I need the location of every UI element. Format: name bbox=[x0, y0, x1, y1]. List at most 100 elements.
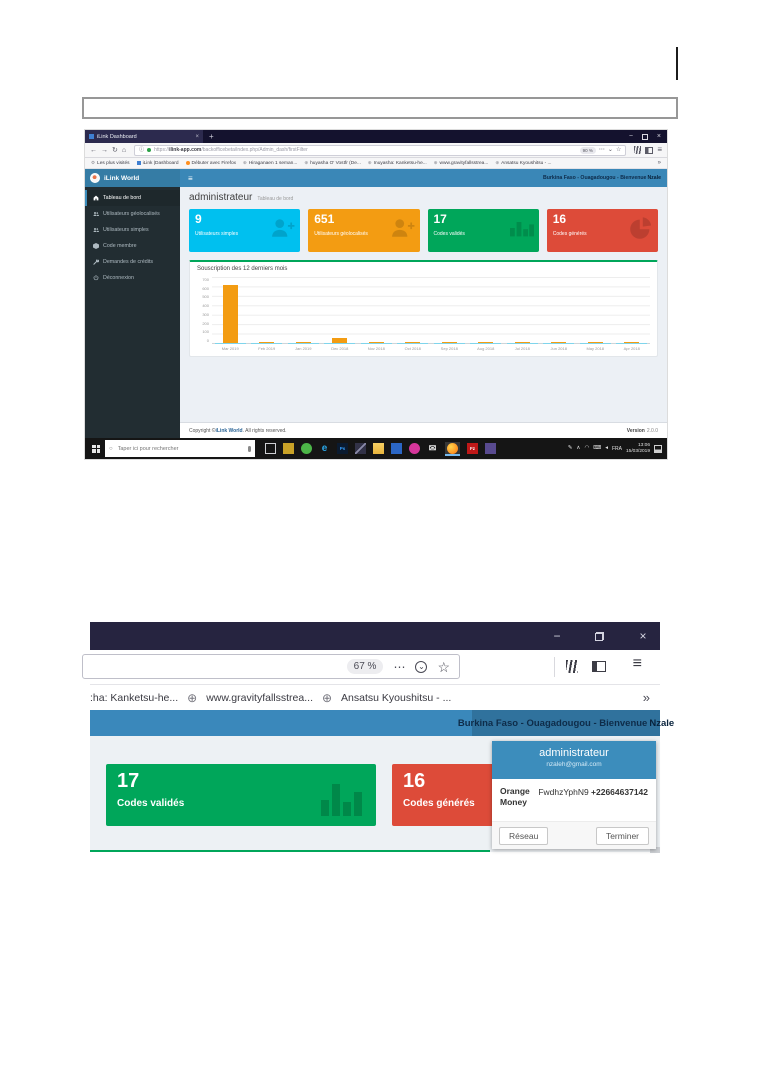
taskbar-clock[interactable]: 13:06 15/03/2019 bbox=[625, 442, 650, 454]
filezilla-icon[interactable]: Fz bbox=[467, 443, 478, 454]
restore-icon[interactable] bbox=[584, 622, 614, 650]
bookmarks-overflow-icon[interactable]: » bbox=[642, 690, 650, 705]
finish-button[interactable]: Terminer bbox=[595, 826, 649, 845]
chart-line-segment bbox=[579, 342, 611, 344]
bookmark-ansatsu[interactable]: ⊕ Ansatsu Kyoushitsu - ... bbox=[495, 159, 552, 166]
sidebar-toggle-icon[interactable] bbox=[645, 146, 654, 154]
bookmarks-overflow-icon[interactable]: » bbox=[657, 160, 661, 166]
pen-icon[interactable]: ✎ bbox=[567, 444, 573, 451]
library-icon[interactable] bbox=[566, 660, 578, 673]
welcome-text[interactable]: Burkina Faso - Ouagadougou - Bienvenue N… bbox=[458, 710, 674, 736]
store-icon[interactable] bbox=[283, 443, 294, 454]
microphone-icon[interactable] bbox=[248, 445, 251, 452]
close-icon[interactable]: × bbox=[639, 629, 647, 643]
page-actions-icon[interactable]: ⋯ bbox=[598, 147, 605, 153]
footer-brand-link[interactable]: iLink World bbox=[215, 427, 243, 434]
show-hidden-icons[interactable]: ∧ bbox=[576, 444, 581, 451]
bookmark-gravityfalls[interactable]: ⊕ www.gravityfallsstrea... bbox=[433, 159, 489, 166]
taskbar-search[interactable]: ○ bbox=[105, 440, 255, 457]
sidebar-item-utilisateurs-geolocalises[interactable]: Utilisateurs géolocalisés bbox=[85, 206, 180, 222]
wrench-icon bbox=[93, 259, 99, 265]
blue-app-icon[interactable] bbox=[391, 443, 402, 454]
bookmark-kanketsu[interactable]: :ha: Kanketsu-he... bbox=[90, 691, 179, 704]
pocket-icon[interactable]: ⌄ bbox=[607, 147, 613, 153]
url-bar[interactable]: ⓘ https://ilink-app.com/backofficebeta/i… bbox=[134, 144, 627, 156]
firefox-taskbar-item[interactable] bbox=[445, 441, 460, 456]
pocket-icon[interactable]: ⌄ bbox=[415, 660, 428, 673]
stat-card-codes-generes: 16 Codes générés bbox=[546, 209, 658, 252]
system-tray: ✎ ∧ ◠ ⌨ ◂ FRA 13:06 15/03/2019 bbox=[568, 443, 665, 454]
forward-icon[interactable]: → bbox=[101, 146, 108, 154]
search-input[interactable] bbox=[115, 444, 232, 453]
bookmark-star-icon[interactable]: ☆ bbox=[615, 147, 622, 153]
site-info-icon[interactable]: ⓘ bbox=[139, 146, 145, 153]
speaker-icon[interactable]: ◂ bbox=[605, 444, 608, 451]
bookmark-star-icon[interactable]: ☆ bbox=[437, 658, 450, 675]
back-icon[interactable]: ← bbox=[90, 146, 97, 154]
app-footer: Copyright © iLink World. All rights rese… bbox=[180, 422, 667, 438]
bookmark-firefox-start[interactable]: Débuter avec Firefox bbox=[185, 161, 236, 166]
purple-app-icon[interactable] bbox=[485, 443, 496, 454]
language-indicator[interactable]: FRA bbox=[611, 445, 622, 452]
url-bar[interactable]: 67 % ⋯ ⌄ ☆ bbox=[82, 654, 460, 679]
user-dropdown-menu: administrateur nzaleh@gmail.com Orange M… bbox=[492, 741, 656, 849]
url-text: https://ilink-app.com/backofficebeta/ind… bbox=[154, 147, 308, 153]
sidebar-toggle-icon[interactable] bbox=[592, 661, 606, 672]
bookmark-gravityfalls[interactable]: www.gravityfallsstrea... bbox=[206, 691, 313, 704]
chart-title: Souscription des 12 derniers mois bbox=[197, 266, 288, 272]
bookmark-kanketsu[interactable]: ⊕ Inuyasha: Kanketsu-he... bbox=[367, 159, 427, 166]
tab-close-icon[interactable]: × bbox=[195, 133, 199, 140]
home-icon bbox=[93, 195, 99, 201]
menu-icon[interactable]: ≡ bbox=[632, 655, 642, 672]
globe-icon: ⊕ bbox=[367, 159, 372, 165]
bookmark-hiragana[interactable]: ⊕ Hiraganaen 1 seman... bbox=[243, 159, 298, 166]
dark-app-icon[interactable] bbox=[355, 443, 366, 454]
file-explorer-icon[interactable] bbox=[373, 443, 384, 454]
sidebar-collapse-icon[interactable]: ≡ bbox=[188, 173, 193, 183]
action-center-icon[interactable] bbox=[654, 444, 662, 453]
sidebar-item-deconnexion[interactable]: Déconnexion bbox=[85, 270, 180, 286]
magenta-app-icon[interactable] bbox=[409, 443, 420, 454]
minimize-icon[interactable]: − bbox=[553, 629, 561, 643]
edge-icon[interactable]: e bbox=[321, 443, 328, 454]
bookmark-inuyasha-vostfr[interactable]: ⊕ huyasha O' Vostfr (De... bbox=[304, 159, 361, 166]
bookmark-ilink[interactable]: iLink |Dashboard bbox=[136, 161, 179, 166]
sidebar-item-demandes-de-credits[interactable]: Demandes de crédits bbox=[85, 254, 180, 270]
mail-icon[interactable]: ✉ bbox=[428, 443, 437, 453]
bookmarks-bar: ⚙ Les plus visités iLink |Dashboard Début… bbox=[85, 158, 667, 169]
ilink-favicon-icon bbox=[136, 161, 141, 165]
browser-tab[interactable]: iLink Dashboard × bbox=[85, 130, 203, 143]
zoom-level-badge[interactable]: 67 % bbox=[346, 659, 384, 674]
sidebar-item-code-membre[interactable]: Code membre bbox=[85, 238, 180, 254]
chart-panel: Souscription des 12 derniers mois 700 600… bbox=[189, 260, 658, 357]
scrollbar-thumb[interactable] bbox=[650, 847, 660, 853]
home-icon[interactable]: ⌂ bbox=[121, 146, 127, 154]
reload-icon[interactable]: ↻ bbox=[112, 146, 118, 154]
network-icon[interactable]: ◠ bbox=[584, 444, 590, 451]
page-actions-icon[interactable]: ⋯ bbox=[393, 659, 406, 674]
start-button[interactable] bbox=[87, 438, 105, 459]
chart-bar bbox=[587, 341, 603, 343]
page-title: administrateur bbox=[189, 192, 253, 203]
sidebar-item-tableau-de-bord[interactable]: Tableau de bord bbox=[85, 190, 180, 206]
app-sidebar: Tableau de bord Utilisateurs géolocalisé… bbox=[85, 187, 180, 438]
menu-icon[interactable]: ≡ bbox=[657, 145, 662, 154]
chart-line-segment bbox=[214, 342, 246, 344]
library-icon[interactable] bbox=[634, 146, 642, 154]
new-tab-button[interactable]: + bbox=[209, 132, 214, 141]
sidebar-item-utilisateurs-simples[interactable]: Utilisateurs simples bbox=[85, 222, 180, 238]
bookmark-ansatsu[interactable]: Ansatsu Kyoushitsu - ... bbox=[341, 691, 452, 704]
close-icon[interactable]: × bbox=[656, 133, 661, 140]
stat-cards: 9 Utilisateurs simples 651 Utilisateurs … bbox=[189, 209, 658, 252]
minimize-icon[interactable]: − bbox=[628, 133, 633, 140]
network-button[interactable]: Réseau bbox=[499, 826, 549, 845]
keyboard-icon[interactable]: ⌨ bbox=[593, 444, 602, 451]
globe-icon: ⊕ bbox=[321, 690, 333, 705]
bookmark-most-visited[interactable]: ⚙ Les plus visités bbox=[91, 159, 130, 166]
photoshop-icon[interactable]: Ps bbox=[337, 443, 348, 454]
green-app-icon[interactable] bbox=[301, 443, 312, 454]
task-view-icon[interactable] bbox=[265, 443, 276, 454]
app-brand[interactable]: iLink World bbox=[85, 169, 180, 187]
zoom-level-badge[interactable]: 90 % bbox=[579, 146, 596, 154]
maximize-icon[interactable] bbox=[641, 133, 648, 140]
